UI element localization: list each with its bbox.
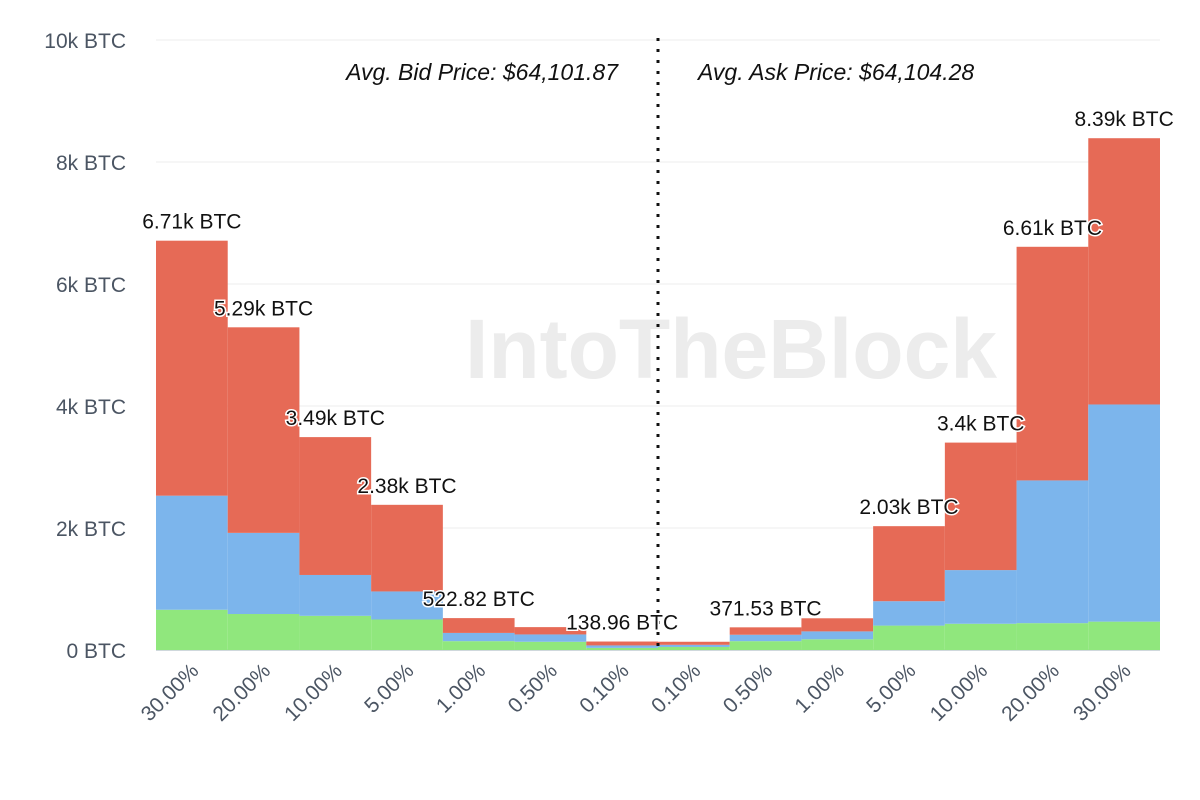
y-tick-label: 8k BTC bbox=[56, 152, 126, 175]
bar-segment bbox=[514, 641, 587, 650]
data-label: 8.39k BTC bbox=[1075, 108, 1174, 131]
bar-segment bbox=[729, 634, 802, 642]
y-tick-label: 4k BTC bbox=[56, 396, 126, 419]
x-tick-label: 0.10% bbox=[575, 659, 633, 717]
bar-segment bbox=[156, 609, 228, 650]
data-label: 522.82 BTC bbox=[423, 588, 535, 611]
bar-segment bbox=[371, 591, 443, 620]
bar-segment bbox=[156, 495, 228, 610]
bar-segment bbox=[729, 627, 802, 635]
bar-segment bbox=[729, 641, 802, 650]
bar-segment bbox=[801, 618, 874, 632]
x-axis-ticks: 30.00% 20.00% 10.00% 5.00% 1.00% 0.50% 0.10% 0.… bbox=[137, 659, 1136, 726]
bar-segment bbox=[658, 641, 730, 645]
bar-segment bbox=[442, 632, 515, 642]
bar-segment bbox=[299, 437, 372, 575]
bar-segment bbox=[873, 526, 945, 602]
x-tick-label: 10.00% bbox=[280, 659, 347, 726]
x-tick-label: 30.00% bbox=[1069, 659, 1136, 726]
data-label: 138.96 BTC bbox=[566, 612, 678, 635]
x-tick-label: 30.00% bbox=[137, 659, 204, 726]
x-tick-label: 20.00% bbox=[208, 659, 275, 726]
bar-segment bbox=[873, 625, 945, 650]
bar-segment bbox=[873, 601, 945, 626]
bar-segment bbox=[801, 639, 874, 650]
bar-segment bbox=[514, 627, 587, 635]
bar-segment bbox=[371, 619, 443, 650]
bar-segment bbox=[227, 327, 300, 533]
x-tick-label: 1.00% bbox=[790, 659, 848, 717]
y-tick-label: 0 BTC bbox=[66, 640, 126, 663]
x-tick-label: 1.00% bbox=[432, 659, 490, 717]
data-label: 6.71k BTC bbox=[142, 211, 241, 234]
bar-segment bbox=[586, 645, 658, 648]
bar-segment bbox=[227, 614, 300, 650]
bar-segment bbox=[586, 647, 658, 650]
y-tick-label: 2k BTC bbox=[56, 518, 126, 541]
x-tick-label: 0.50% bbox=[504, 659, 562, 717]
bar-segment bbox=[1088, 404, 1160, 622]
bar-segment bbox=[1088, 621, 1160, 650]
data-label: 6.61k BTC bbox=[1003, 217, 1102, 240]
bars bbox=[156, 138, 1160, 650]
data-label: 2.38k BTC bbox=[357, 475, 456, 498]
bar-segment bbox=[944, 570, 1017, 624]
bar-segment bbox=[944, 623, 1017, 650]
x-tick-label: 5.00% bbox=[360, 659, 418, 717]
bar-segment bbox=[586, 641, 658, 646]
x-tick-label: 5.00% bbox=[862, 659, 920, 717]
bar-segment bbox=[442, 618, 515, 633]
avg-ask-price-annotation: Avg. Ask Price: $64,104.28 bbox=[696, 59, 974, 85]
bar-segment bbox=[658, 646, 730, 650]
watermark-text: IntoTheBlock bbox=[465, 302, 997, 396]
bar-segment bbox=[1016, 480, 1089, 624]
bar-segment bbox=[1016, 623, 1089, 650]
y-axis-ticks: 0 BTC 2k BTC 4k BTC 6k BTC 8k BTC 10k BTC bbox=[44, 30, 126, 663]
bar-segment bbox=[514, 634, 587, 642]
data-label: 3.49k BTC bbox=[286, 407, 385, 430]
data-label: 2.03k BTC bbox=[859, 496, 958, 519]
bar-segment bbox=[227, 532, 300, 615]
bar-segment bbox=[299, 615, 372, 650]
x-tick-label: 0.10% bbox=[647, 659, 705, 717]
bar-segment bbox=[442, 641, 515, 650]
bar-segment bbox=[1088, 138, 1160, 405]
avg-bid-price-annotation: Avg. Bid Price: $64,101.87 bbox=[344, 59, 619, 85]
data-label: 371.53 BTC bbox=[710, 597, 822, 620]
y-tick-label: 10k BTC bbox=[44, 30, 126, 53]
bar-segment bbox=[156, 240, 228, 496]
bar-segment bbox=[299, 574, 372, 616]
bar-segment bbox=[1016, 246, 1089, 481]
bar-segment bbox=[944, 442, 1017, 571]
data-label: 5.29k BTC bbox=[214, 297, 313, 320]
bar-segment bbox=[371, 504, 443, 592]
x-tick-label: 10.00% bbox=[926, 659, 993, 726]
bar-segment bbox=[658, 644, 730, 647]
bar-segment bbox=[801, 631, 874, 640]
x-tick-label: 20.00% bbox=[997, 659, 1064, 726]
data-labels: 6.71k BTC 5.29k BTC 3.49k BTC 2.38k BTC 522.… bbox=[141, 107, 1176, 636]
data-label: 3.4k BTC bbox=[937, 413, 1025, 436]
y-tick-label: 6k BTC bbox=[56, 274, 126, 297]
x-tick-label: 0.50% bbox=[719, 659, 777, 717]
